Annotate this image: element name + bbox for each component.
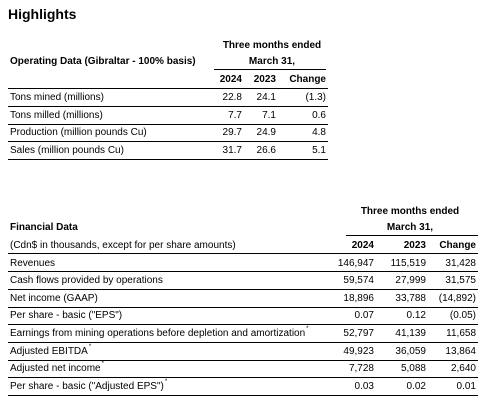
value-2023: 24.9 <box>256 127 276 138</box>
row-label: Tons mined (millions) <box>10 92 104 103</box>
row-label: Production (million pounds Cu) <box>10 127 147 138</box>
value-change: 0.01 <box>456 381 476 392</box>
value-change: 31,575 <box>445 275 476 286</box>
value-2024: 29.7 <box>222 127 242 138</box>
row-divider <box>8 124 328 125</box>
value-change: 13,864 <box>445 346 476 357</box>
value-change: 5.1 <box>312 145 326 156</box>
financial-header-rule <box>346 235 478 236</box>
row-label: Earnings from mining operations before d… <box>10 326 309 339</box>
row-divider <box>8 342 478 343</box>
row-label: Revenues <box>10 258 56 269</box>
row-divider <box>8 106 328 107</box>
operating-body-rule <box>8 88 328 89</box>
value-2024: 7.7 <box>228 110 242 121</box>
financial-sublabel: (Cdn$ in thousands, except for per share… <box>10 240 236 251</box>
row-divider <box>8 395 478 396</box>
operating-header-rule <box>214 69 326 70</box>
row-label: Per share - basic ("Adjusted EPS")* <box>10 379 168 392</box>
financial-table-label: Financial Data <box>10 222 78 233</box>
value-change: (14,892) <box>438 293 476 304</box>
row-label-text: Per share - basic ("Adjusted EPS") <box>10 381 164 392</box>
financial-col-2024: 2024 <box>351 240 374 251</box>
value-change: (1.3) <box>305 92 326 103</box>
row-divider <box>8 141 328 142</box>
operating-table-label: Operating Data (Gibraltar - 100% basis) <box>10 56 196 67</box>
value-2024: 18,896 <box>343 293 374 304</box>
financial-col-2023: 2023 <box>403 240 426 251</box>
value-change: (0.05) <box>449 310 476 321</box>
footnote-marker: * <box>164 379 168 385</box>
financial-period-line1: Three months ended <box>360 206 460 217</box>
value-2023: 115,519 <box>390 258 426 269</box>
value-change: 4.8 <box>312 127 326 138</box>
operating-period-line1: Three months ended <box>222 40 322 51</box>
row-label: Tons milled (millions) <box>10 110 103 121</box>
footnote-marker: * <box>306 326 309 332</box>
value-2023: 7.1 <box>262 110 276 121</box>
financial-body-rule <box>8 253 478 254</box>
value-change: 31,428 <box>445 258 476 269</box>
value-change: 2,640 <box>450 363 476 374</box>
value-2024: 31.7 <box>222 145 242 156</box>
value-2024: 59,574 <box>343 275 374 286</box>
value-2023: 36,059 <box>395 346 426 357</box>
operating-col-change: Change <box>289 74 326 85</box>
value-change: 0.6 <box>312 110 326 121</box>
value-2023: 33,788 <box>395 293 426 304</box>
row-label: Per share - basic ("EPS") <box>10 310 123 321</box>
value-2024: 22.8 <box>222 92 242 103</box>
value-2023: 0.12 <box>406 310 426 321</box>
row-label: Net income (GAAP) <box>10 293 98 304</box>
row-label: Adjusted net income* <box>10 361 104 374</box>
page-title: Highlights <box>8 6 77 22</box>
row-label: Sales (million pounds Cu) <box>10 145 124 156</box>
value-2023: 26.6 <box>256 145 276 156</box>
value-2024: 146,947 <box>337 258 374 269</box>
value-2023: 27,999 <box>395 275 426 286</box>
row-divider <box>8 307 478 308</box>
operating-col-2023: 2023 <box>253 74 276 85</box>
row-divider <box>8 271 478 272</box>
operating-period-line2: March 31, <box>248 56 296 67</box>
value-2024: 0.03 <box>354 381 374 392</box>
value-2024: 0.07 <box>354 310 374 321</box>
row-label-text: Adjusted EBITDA <box>10 346 88 357</box>
value-2024: 49,923 <box>343 346 374 357</box>
row-label: Adjusted EBITDA* <box>10 344 92 357</box>
row-divider <box>8 159 328 160</box>
value-2023: 5,088 <box>400 363 426 374</box>
value-2023: 24.1 <box>256 92 276 103</box>
value-2024: 52,797 <box>343 328 374 339</box>
value-2023: 41,139 <box>395 328 426 339</box>
operating-col-2024: 2024 <box>219 74 242 85</box>
row-label: Cash flows provided by operations <box>10 275 163 286</box>
footnote-marker: * <box>101 361 104 367</box>
row-divider <box>8 324 478 325</box>
footnote-marker: * <box>88 344 92 350</box>
value-2024: 7,728 <box>348 363 374 374</box>
row-divider <box>8 289 478 290</box>
row-label-text: Adjusted net income <box>10 363 101 374</box>
value-2023: 0.02 <box>406 381 426 392</box>
financial-col-change: Change <box>439 240 476 251</box>
row-divider <box>8 360 478 361</box>
row-divider <box>8 377 478 378</box>
financial-period-line2: March 31, <box>386 222 434 233</box>
row-label-text: Earnings from mining operations before d… <box>10 328 306 339</box>
value-change: 11,658 <box>446 328 476 339</box>
